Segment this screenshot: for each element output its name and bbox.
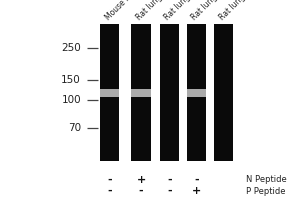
Bar [214,24,233,161]
Text: N Peptide: N Peptide [246,176,287,184]
Text: 70: 70 [68,123,81,133]
Text: Mouse kidney: Mouse kidney [103,0,147,22]
Text: Rat lung: Rat lung [217,0,246,22]
Text: -: - [139,186,143,196]
Bar [131,89,151,97]
Bar [131,24,151,161]
Text: -: - [167,186,172,196]
Bar [187,24,206,161]
Text: Rat lung: Rat lung [163,0,192,22]
Text: +: + [136,175,146,185]
Text: -: - [107,175,112,185]
Bar [100,24,119,161]
Text: -: - [194,175,199,185]
Text: 100: 100 [61,95,81,105]
Text: Rat lung: Rat lung [190,0,219,22]
Bar [187,89,206,97]
Text: 150: 150 [61,75,81,85]
Text: P Peptide: P Peptide [246,186,286,196]
Text: Rat lung: Rat lung [135,0,164,22]
Bar [100,89,119,97]
Bar [160,24,179,161]
Text: 250: 250 [61,43,81,53]
Text: -: - [167,175,172,185]
Text: +: + [192,186,201,196]
Text: -: - [107,186,112,196]
